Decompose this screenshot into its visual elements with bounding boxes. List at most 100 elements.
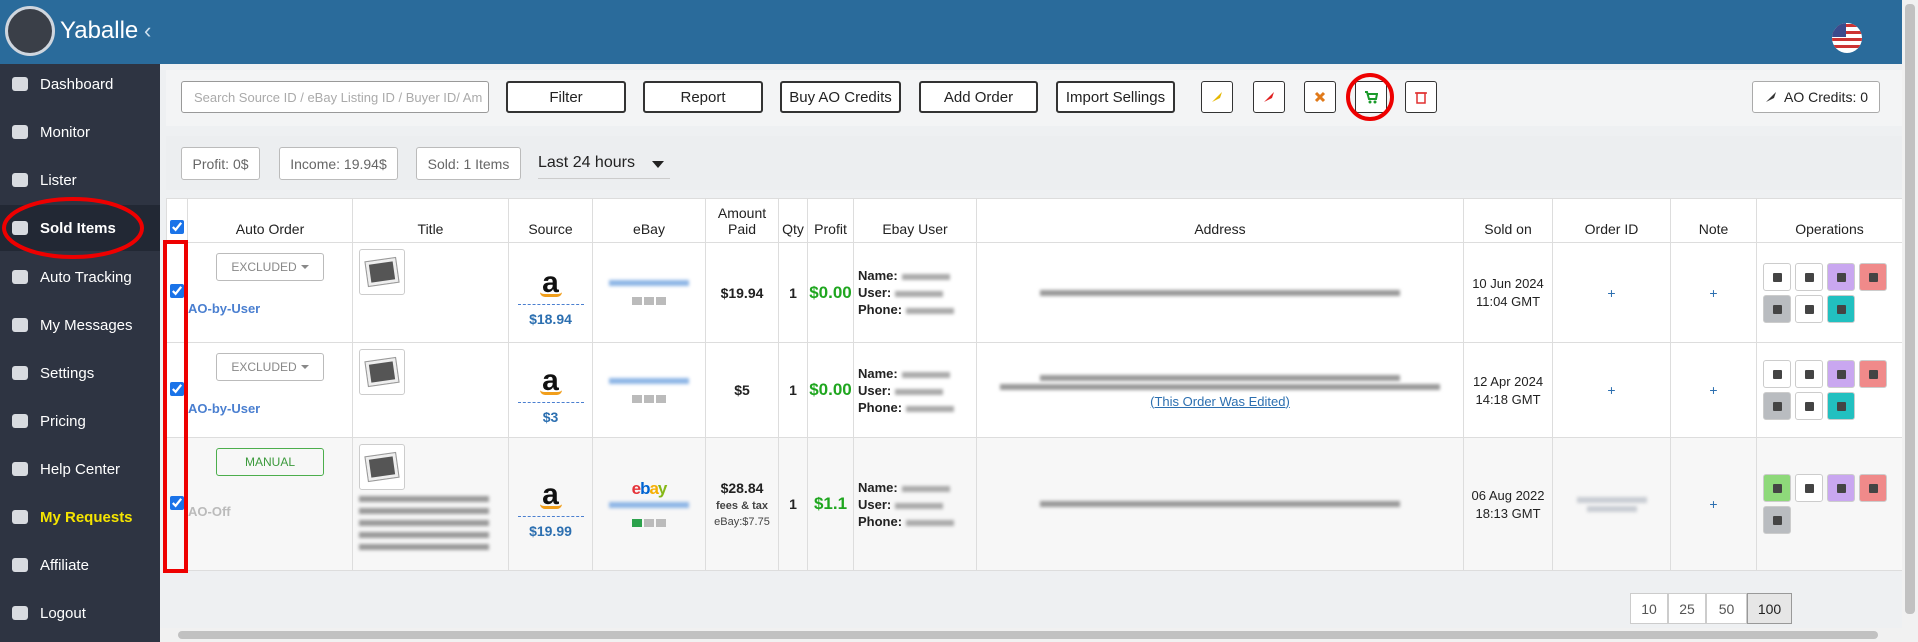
op-icon xyxy=(1837,484,1846,493)
rocket-red-button[interactable] xyxy=(1253,81,1285,113)
operation-button[interactable] xyxy=(1827,392,1855,420)
column-header: Auto Order xyxy=(187,198,353,243)
search-input[interactable]: Search Source ID / eBay Listing ID / Buy… xyxy=(181,81,489,113)
page-size-button[interactable]: 25 xyxy=(1668,593,1706,624)
redacted xyxy=(1576,496,1647,503)
operation-button[interactable] xyxy=(1763,262,1791,291)
source-price[interactable]: $3 xyxy=(542,408,559,425)
nav-item[interactable]: My Messages xyxy=(0,302,160,348)
toolbar-button[interactable]: Add Order xyxy=(919,81,1038,113)
operation-button[interactable] xyxy=(1827,294,1855,323)
page-size-button[interactable]: 100 xyxy=(1747,593,1792,624)
nav-label: Logout xyxy=(40,604,86,622)
v-scrollbar[interactable] xyxy=(1902,0,1918,642)
buyer-cell: Name: User: Phone: xyxy=(853,437,977,571)
auto-order-button[interactable]: EXCLUDED xyxy=(216,353,324,381)
h-scrollbar[interactable] xyxy=(160,628,1902,642)
ao-status: AO-Off xyxy=(188,504,231,519)
cart-button[interactable] xyxy=(1355,81,1387,113)
auto-order-button[interactable]: EXCLUDED xyxy=(216,253,324,281)
operation-button[interactable] xyxy=(1763,506,1791,534)
nav-item[interactable]: Lister xyxy=(0,157,160,203)
operation-button[interactable] xyxy=(1827,262,1855,291)
operation-button[interactable] xyxy=(1795,360,1823,388)
operation-button[interactable] xyxy=(1763,294,1791,323)
sold-date: 10 Jun 2024 xyxy=(1472,276,1544,291)
source-price[interactable]: $19.99 xyxy=(529,522,572,539)
row-checkbox[interactable] xyxy=(170,220,184,234)
redacted xyxy=(1040,501,1400,507)
nav-item[interactable]: Dashboard xyxy=(0,61,160,107)
auto-order-label: EXCLUDED xyxy=(231,260,297,274)
credits-button[interactable]: AO Credits: 0 xyxy=(1752,81,1880,113)
operation-button[interactable] xyxy=(1795,262,1823,291)
nav-item[interactable]: My Requests xyxy=(0,494,160,540)
nav-item[interactable]: Sold Items xyxy=(0,205,160,251)
redacted xyxy=(895,502,944,509)
nav-label: Auto Tracking xyxy=(40,268,132,286)
row-checkbox[interactable] xyxy=(170,381,184,396)
operation-button[interactable] xyxy=(1827,360,1855,388)
nav-item[interactable]: Auto Tracking xyxy=(0,254,160,300)
row-checkbox[interactable] xyxy=(170,284,184,298)
column-header: Source xyxy=(508,198,593,243)
order-id-add[interactable]: + xyxy=(1607,284,1616,301)
operation-button[interactable] xyxy=(1827,474,1855,502)
sold-date: 06 Aug 2022 xyxy=(1471,487,1545,503)
rocket-yellow-button[interactable] xyxy=(1201,81,1233,113)
toolbar-button[interactable]: Report xyxy=(643,81,763,113)
operation-button[interactable] xyxy=(1795,294,1823,323)
nav-item[interactable]: Pricing xyxy=(0,398,160,444)
nav-icon xyxy=(12,606,28,620)
toolbar-button[interactable]: Filter xyxy=(506,81,626,113)
operation-button[interactable] xyxy=(1859,360,1887,388)
period-select[interactable]: Last 24 hours xyxy=(538,150,670,179)
operation-button[interactable] xyxy=(1763,474,1791,502)
source-link xyxy=(517,301,584,305)
sold-time: 11:04 GMT xyxy=(1475,294,1541,309)
note-add[interactable]: + xyxy=(1709,496,1718,512)
operation-button[interactable] xyxy=(1763,392,1791,420)
source-price[interactable]: $18.94 xyxy=(529,311,572,327)
nav-item[interactable]: Monitor xyxy=(0,109,160,155)
row-check xyxy=(166,242,188,343)
auto-order-label: EXCLUDED xyxy=(231,360,297,374)
order-id-cell: + xyxy=(1552,342,1671,438)
page-size-button[interactable]: 10 xyxy=(1630,593,1668,624)
operation-button[interactable] xyxy=(1859,262,1887,291)
ao-status[interactable]: AO-by-User xyxy=(188,401,261,416)
op-icon xyxy=(1869,370,1878,379)
collapse[interactable]: ‹ xyxy=(144,18,152,43)
buyer-field: Name: xyxy=(858,268,898,283)
nav-label: Settings xyxy=(40,364,95,382)
op-icon xyxy=(1773,370,1782,379)
nav-icon xyxy=(12,366,28,380)
row-checkbox[interactable] xyxy=(170,495,184,510)
flag[interactable] xyxy=(1831,22,1863,54)
nav-item[interactable]: Logout xyxy=(0,590,160,636)
toolbar-button[interactable]: Import Sellings xyxy=(1056,81,1175,113)
nav-item[interactable]: Affiliate xyxy=(0,542,160,588)
nav-item[interactable]: Settings xyxy=(0,350,160,396)
buyer-field: User: xyxy=(858,285,892,300)
auto-order-cell: EXCLUDED AO-by-User xyxy=(187,342,353,438)
sold-on-cell: 06 Aug 2022 18:13 GMT xyxy=(1463,437,1553,571)
page-size-button[interactable]: 50 xyxy=(1706,593,1747,624)
cancel-button[interactable] xyxy=(1304,81,1336,113)
op-row xyxy=(1761,261,1902,293)
operation-button[interactable] xyxy=(1795,474,1823,502)
delete-button[interactable] xyxy=(1405,81,1437,113)
nav-item[interactable]: Help Center xyxy=(0,446,160,492)
edited-link[interactable]: (This Order Was Edited) xyxy=(1150,393,1290,409)
source-link xyxy=(517,399,584,403)
note-add[interactable]: + xyxy=(1709,382,1718,398)
operation-button[interactable] xyxy=(1859,474,1887,502)
toolbar-button[interactable]: Buy AO Credits xyxy=(780,81,901,113)
auto-order-button[interactable]: MANUAL xyxy=(216,448,324,476)
note-add[interactable]: + xyxy=(1709,284,1718,301)
ao-status[interactable]: AO-by-User xyxy=(188,301,261,316)
operation-button[interactable] xyxy=(1795,392,1823,420)
order-id-add[interactable]: + xyxy=(1607,382,1616,398)
operation-button[interactable] xyxy=(1763,360,1791,388)
